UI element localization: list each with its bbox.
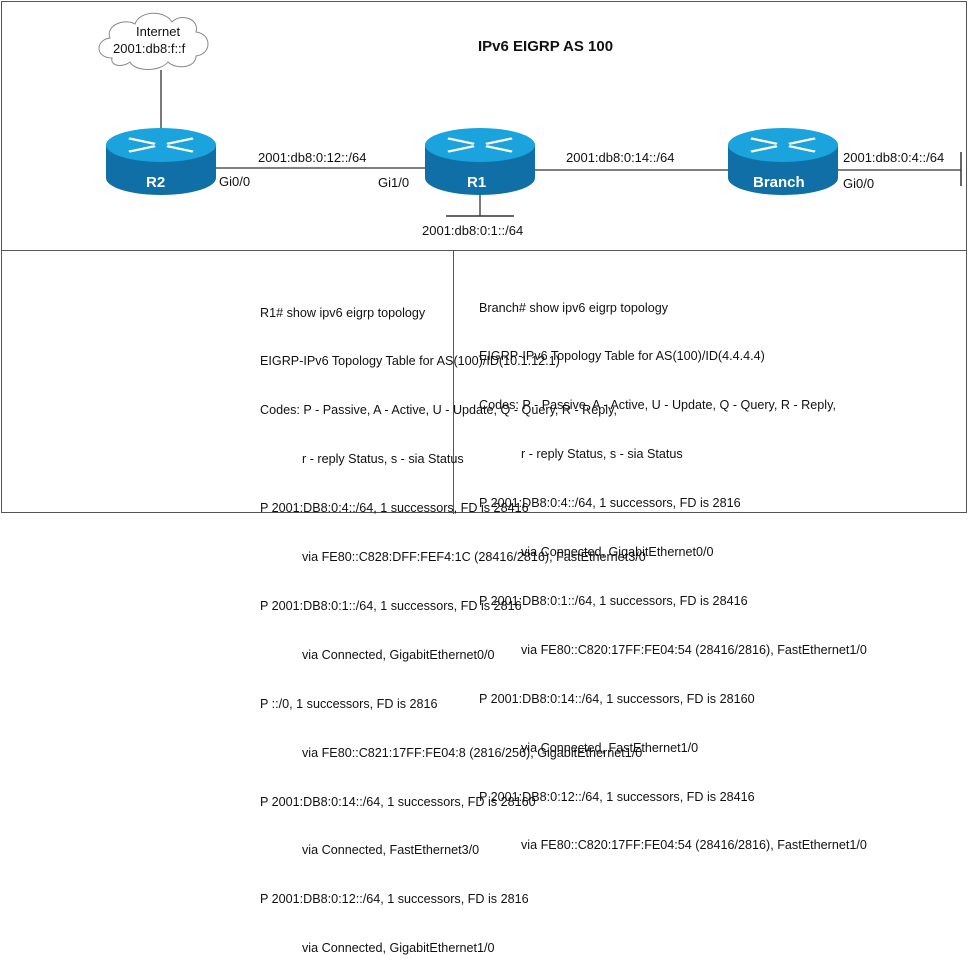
router-r1[interactable] [425, 128, 535, 195]
router-arrows-icon [750, 137, 816, 153]
cli-line: Codes: P - Passive, A - Active, U - Upda… [260, 403, 617, 418]
r1-interface: Gi1/0 [378, 175, 410, 190]
cli-line: via Connected, GigabitEthernet1/0 [302, 941, 495, 956]
figure-frame [1, 1, 967, 513]
cli-line: via Connected, GigabitEthernet0/0 [521, 545, 714, 560]
internet-cloud [98, 12, 209, 70]
diagram-title: IPv6 EIGRP AS 100 [478, 38, 614, 55]
topology-diagram [98, 12, 962, 217]
cloud-address: 2001:db8:f::f [113, 41, 186, 56]
cli-line: Branch# show ipv6 eigrp topology [479, 300, 669, 315]
cli-line: EIGRP-IPv6 Topology Table for AS(100)/ID… [479, 349, 765, 364]
cli-line: P 2001:DB8:0:12::/64, 1 successors, FD i… [479, 789, 755, 804]
link-r1-branch-label: 2001:db8:0:14::/64 [566, 150, 675, 165]
router-branch[interactable] [728, 128, 838, 195]
router-arrows-icon [128, 137, 194, 153]
router-r1-label: R1 [467, 174, 487, 191]
router-arrows-icon [447, 137, 513, 153]
link-r2-r1-label: 2001:db8:0:12::/64 [258, 150, 367, 165]
divider-vertical [453, 250, 454, 514]
cloud-name: Internet [136, 24, 181, 39]
cli-line: P 2001:DB8:0:1::/64, 1 successors, FD is… [479, 593, 748, 608]
cli-line: r - reply Status, s - sia Status [302, 452, 464, 467]
branch-lan-label: 2001:db8:0:4::/64 [843, 150, 945, 165]
cli-line: P 2001:DB8:0:4::/64, 1 successors, FD is… [479, 496, 741, 511]
cli-line: P 2001:DB8:0:14::/64, 1 successors, FD i… [479, 691, 755, 706]
cli-line: Codes: P - Passive, A - Active, U - Upda… [479, 398, 836, 413]
branch-cli-output: Branch# show ipv6 eigrp topology EIGRP-I… [479, 267, 867, 870]
router-branch-label: Branch [753, 174, 805, 191]
cli-line: P 2001:DB8:0:12::/64, 1 successors, FD i… [260, 892, 529, 907]
router-r2-label: R2 [146, 174, 166, 191]
cli-line: r - reply Status, s - sia Status [521, 447, 683, 462]
r2-interface: Gi0/0 [219, 174, 251, 189]
r1-lan-label: 2001:db8:0:1::/64 [422, 223, 524, 238]
cli-line: R1# show ipv6 eigrp topology [260, 305, 426, 320]
router-r2[interactable] [106, 128, 216, 195]
branch-interface: Gi0/0 [843, 176, 875, 191]
cli-line: via FE80::C820:17FF:FE04:54 (28416/2816)… [521, 642, 867, 657]
cli-line: P 2001:DB8:0:4::/64, 1 successors, FD is… [260, 501, 529, 516]
divider-horizontal [1, 250, 967, 251]
cli-line: EIGRP-IPv6 Topology Table for AS(100)/ID… [260, 354, 560, 369]
cli-line: via FE80::C820:17FF:FE04:54 (28416/2816)… [521, 838, 867, 853]
cli-line: via Connected, FastEthernet1/0 [521, 740, 699, 755]
